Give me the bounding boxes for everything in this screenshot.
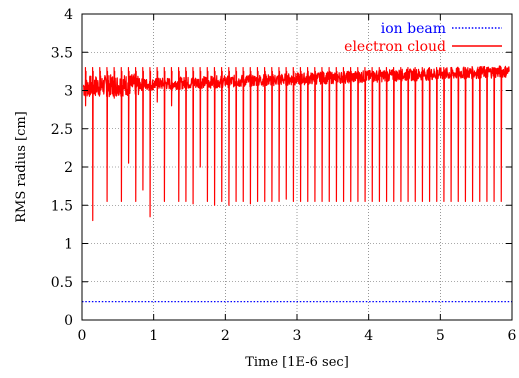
x-tick-labels: 0 1 2 3 4 5 6 [78, 328, 517, 344]
y-tick-label: 4 [64, 7, 73, 23]
y-tick-label: 0.5 [51, 275, 73, 291]
x-tick-label: 4 [364, 328, 373, 344]
x-tick-label: 1 [149, 328, 158, 344]
legend: ion beam electron cloud [344, 21, 502, 55]
x-tick-label: 0 [78, 328, 87, 344]
x-tick-label: 2 [221, 328, 230, 344]
legend-label-electron-cloud: electron cloud [344, 39, 446, 55]
axis-ticks [81, 13, 513, 321]
y-tick-label: 0 [64, 313, 73, 329]
x-axis-title: Time [1E-6 sec] [245, 355, 349, 370]
y-tick-label: 1.5 [51, 198, 73, 214]
y-tick-label: 3.5 [51, 45, 73, 61]
y-axis-title: RMS radius [cm] [14, 111, 29, 223]
electron-cloud-line [82, 65, 510, 222]
y-tick-label: 3 [64, 84, 73, 100]
y-tick-labels: 0 0.5 1 1.5 2 2.5 3 3.5 4 [51, 7, 73, 329]
y-tick-label: 1 [64, 237, 73, 253]
x-tick-label: 3 [293, 328, 302, 344]
grid-lines [82, 14, 512, 320]
x-tick-label: 6 [508, 328, 517, 344]
x-tick-label: 5 [436, 328, 445, 344]
y-tick-label: 2 [64, 160, 73, 176]
electron-cloud-series [82, 65, 510, 222]
y-tick-label: 2.5 [51, 122, 73, 138]
legend-label-ion-beam: ion beam [381, 21, 446, 37]
